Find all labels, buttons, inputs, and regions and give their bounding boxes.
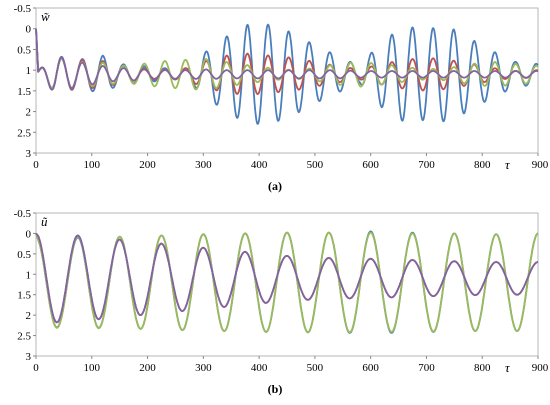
panel-label: (b) [268,382,283,396]
y-tick-label: 2 [26,107,32,119]
x-axis-label: τ [505,157,511,172]
y-tick-label: 0.5 [17,249,31,261]
y-tick-label: 0 [26,228,32,240]
series-line [35,231,539,334]
x-tick-label: 800 [474,159,491,171]
y-tick-label: -0.5 [14,3,32,15]
series-line [35,230,539,334]
series-line [35,28,539,91]
x-tick-label: 600 [362,362,379,374]
x-axis-label: τ [505,360,511,375]
chart-panel-a: -0.500.511.522.530 100 200 300 400 500 600 700 8… [14,3,549,193]
x-tick-label: 400 [251,362,268,374]
x-tick-label: 600 [362,159,379,171]
y-tick-label: 0.5 [17,44,31,56]
y-tick-label: 1 [26,269,32,281]
y-tick-label: 3 [26,351,32,363]
y-tick-label: 3 [26,148,32,160]
y-tick-label: 0 [26,24,32,36]
x-tick-label: 200 [139,362,156,374]
series-line [35,232,539,324]
x-tick-label: 300 [195,362,212,374]
chart-panel-b: -0.500.511.522.530 100 200 300 400 500 600 700 8… [14,208,549,396]
panel-label: (a) [268,179,282,193]
x-tick-label: 900 [532,159,549,171]
series-line [35,232,539,324]
plot-frame [35,7,539,154]
y-axis-label: ũ [41,214,48,229]
y-tick-label: 1 [26,65,32,77]
series-line [35,23,539,125]
x-tick-label: 700 [418,362,435,374]
y-tick-label: 2.5 [17,127,31,139]
y-tick-label: 1.5 [17,290,31,302]
x-tick-label: 0 [33,159,39,171]
x-tick-label: 200 [139,159,156,171]
x-tick-label: 700 [418,159,435,171]
x-tick-label: 100 [84,159,101,171]
y-tick-label: 2 [26,310,32,322]
x-tick-label: 100 [84,362,101,374]
x-tick-label: 0 [33,362,39,374]
x-tick-label: 900 [532,362,549,374]
x-tick-label: 500 [307,159,324,171]
x-tick-label: 800 [474,362,491,374]
plot-frame [35,212,539,357]
y-axis-label: w̃ [41,9,50,24]
y-tick-label: 2.5 [17,331,31,343]
x-tick-label: 300 [195,159,212,171]
x-tick-label: 400 [251,159,268,171]
x-tick-label: 500 [307,362,324,374]
y-tick-label: -0.5 [14,208,32,220]
y-tick-label: 1.5 [17,86,31,98]
